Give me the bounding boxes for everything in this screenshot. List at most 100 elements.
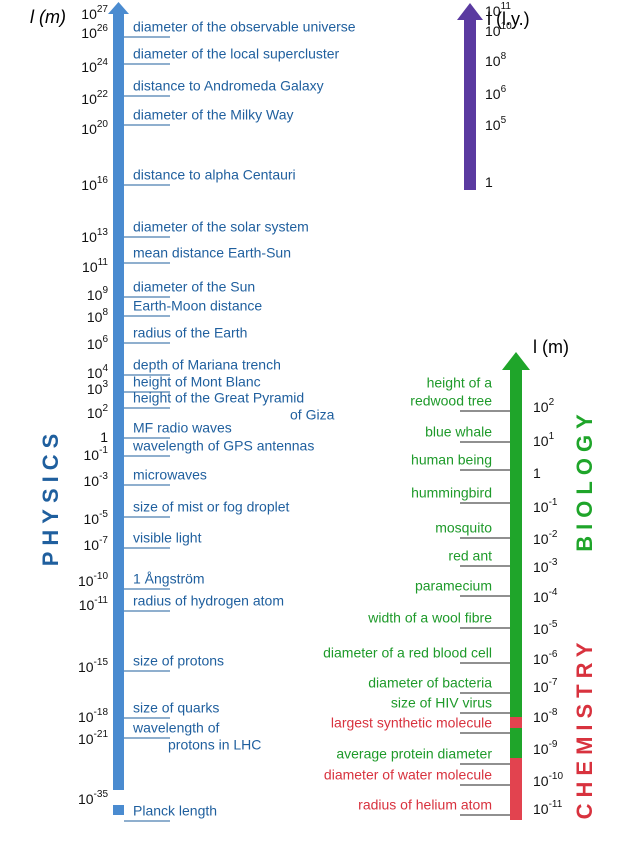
tick-base: 10 bbox=[87, 309, 103, 325]
tick-base: 10 bbox=[533, 773, 549, 789]
tick-base: 10 bbox=[533, 433, 549, 449]
tick-label: 10-3 bbox=[533, 557, 558, 575]
chemistry-segment bbox=[510, 717, 522, 728]
tick-label: 1024 bbox=[81, 57, 108, 75]
tick-exp: 13 bbox=[97, 227, 109, 238]
tick-label: 101 bbox=[533, 431, 555, 449]
tick-base: 10 bbox=[533, 589, 549, 605]
tick-base: 10 bbox=[485, 3, 501, 19]
tick-label: 1011 bbox=[82, 257, 108, 275]
item-label: depth of Mariana trench bbox=[133, 357, 281, 373]
tick-exp: -6 bbox=[549, 649, 558, 660]
tick-label: 10-5 bbox=[533, 619, 558, 637]
item-label: radius of the Earth bbox=[133, 325, 247, 341]
tick-exp: -5 bbox=[99, 509, 108, 520]
tick-exp: 2 bbox=[549, 397, 555, 408]
item-label: MF radio waves bbox=[133, 420, 232, 436]
ly-header: l (l.y.) bbox=[487, 9, 530, 29]
item-label: Planck length bbox=[133, 803, 217, 819]
tick-label: 10-1 bbox=[84, 445, 109, 463]
item-label: redwood tree bbox=[410, 393, 492, 409]
tick-base: 10 bbox=[81, 25, 97, 41]
tick-label: 10-11 bbox=[79, 595, 109, 613]
item-label: hummingbird bbox=[411, 485, 492, 501]
tick-base: 10 bbox=[533, 559, 549, 575]
tick-exp: -10 bbox=[549, 771, 564, 782]
tick-base: 10 bbox=[81, 229, 97, 245]
tick-exp: -3 bbox=[99, 471, 108, 482]
tick-base: 10 bbox=[81, 121, 97, 137]
tick-base: 10 bbox=[84, 447, 100, 463]
chemistry-label: CHEMISTRY bbox=[572, 637, 597, 820]
item-label: width of a wool fibre bbox=[367, 610, 492, 626]
item-label: radius of hydrogen atom bbox=[133, 593, 284, 609]
tick-exp: 16 bbox=[97, 175, 109, 186]
item-label: height of Mont Blanc bbox=[133, 374, 261, 390]
item-label: paramecium bbox=[415, 578, 492, 594]
item-label: diameter of bacteria bbox=[368, 675, 492, 691]
item-label: diameter of a red blood cell bbox=[323, 645, 492, 661]
tick-base: 10 bbox=[87, 336, 103, 352]
tick-label: 102 bbox=[87, 403, 109, 421]
tick-label: 104 bbox=[87, 363, 109, 381]
tick-label: 106 bbox=[485, 84, 507, 102]
tick-text: 1 bbox=[485, 174, 493, 190]
tick-exp: 4 bbox=[102, 363, 108, 374]
tick-exp: -2 bbox=[549, 529, 558, 540]
tick-base: 10 bbox=[533, 709, 549, 725]
item-label: height of a bbox=[427, 375, 493, 391]
tick-label: 10-4 bbox=[533, 587, 558, 605]
biology-arrowhead bbox=[502, 352, 530, 370]
tick-label: 102 bbox=[533, 397, 555, 415]
chemistry-bar bbox=[510, 758, 522, 820]
tick-base: 10 bbox=[82, 259, 98, 275]
item-label: size of mist or fog droplet bbox=[133, 499, 290, 515]
tick-base: 10 bbox=[84, 511, 100, 527]
item-label: wavelength of GPS antennas bbox=[132, 438, 314, 454]
tick-label: 10-9 bbox=[533, 739, 558, 757]
item-label: size of protons bbox=[133, 653, 224, 669]
tick-exp: -10 bbox=[94, 571, 109, 582]
item-label: diameter of water molecule bbox=[324, 767, 492, 783]
tick-text: 1 bbox=[533, 465, 541, 481]
tick-exp: 8 bbox=[501, 51, 507, 62]
tick-base: 10 bbox=[533, 801, 549, 817]
tick-label: 1 bbox=[100, 429, 108, 445]
tick-exp: 8 bbox=[102, 307, 108, 318]
tick-base: 10 bbox=[84, 473, 100, 489]
item-label: Earth-Moon distance bbox=[133, 298, 262, 314]
tick-exp: -7 bbox=[99, 535, 108, 546]
tick-label: 106 bbox=[87, 334, 109, 352]
tick-base: 10 bbox=[79, 597, 95, 613]
tick-label: 10-7 bbox=[533, 677, 558, 695]
tick-label: 10-6 bbox=[533, 649, 558, 667]
tick-label: 103 bbox=[87, 379, 109, 397]
tick-exp: 11 bbox=[98, 257, 109, 268]
tick-base: 10 bbox=[84, 537, 100, 553]
tick-exp: -1 bbox=[99, 445, 108, 456]
biology-label: BIOLOGY bbox=[572, 408, 597, 551]
tick-base: 10 bbox=[87, 365, 103, 381]
item-label: mosquito bbox=[435, 520, 492, 536]
tick-exp: 20 bbox=[97, 119, 109, 130]
tick-base: 10 bbox=[78, 573, 94, 589]
item-label: distance to Andromeda Galaxy bbox=[133, 78, 324, 94]
item-label: of Giza bbox=[290, 407, 335, 423]
tick-exp: 3 bbox=[102, 379, 108, 390]
tick-exp: -7 bbox=[549, 677, 558, 688]
tick-base: 10 bbox=[533, 399, 549, 415]
tick-exp: 6 bbox=[102, 334, 108, 345]
item-label: mean distance Earth-Sun bbox=[133, 245, 291, 261]
tick-label: 10-3 bbox=[84, 471, 109, 489]
item-label: protons in LHC bbox=[168, 737, 261, 753]
tick-base: 10 bbox=[78, 791, 94, 807]
tick-exp: 27 bbox=[97, 4, 109, 15]
tick-label: 109 bbox=[87, 285, 109, 303]
item-label: microwaves bbox=[133, 467, 207, 483]
tick-exp: 1 bbox=[549, 431, 555, 442]
biology-bar bbox=[510, 368, 522, 720]
tick-exp: -9 bbox=[549, 739, 558, 750]
item-label: blue whale bbox=[425, 424, 492, 440]
tick-base: 10 bbox=[78, 731, 94, 747]
tick-exp: -11 bbox=[94, 595, 108, 606]
